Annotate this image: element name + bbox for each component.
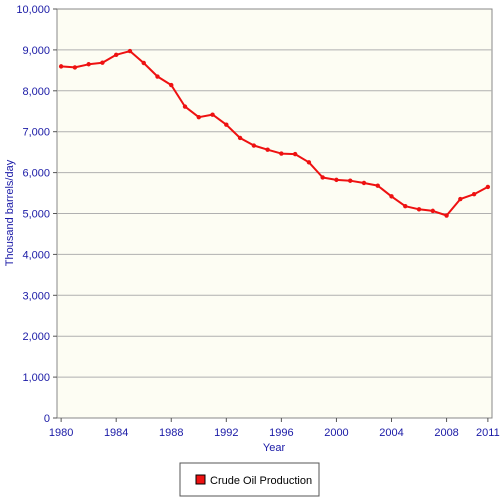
x-tick-label: 1988 — [159, 427, 183, 439]
y-tick-label: 1,000 — [22, 372, 50, 384]
y-tick-label: 8,000 — [22, 86, 50, 98]
data-point[interactable] — [292, 151, 298, 157]
legend-swatch — [195, 474, 206, 485]
data-point[interactable] — [58, 64, 64, 69]
data-point[interactable] — [320, 175, 325, 180]
y-tick-label: 7,000 — [22, 127, 50, 139]
x-axis-title: Year — [263, 442, 286, 454]
y-axis-title: Thousand barrels/day — [4, 159, 16, 266]
data-point[interactable] — [471, 192, 477, 197]
data-point[interactable] — [279, 151, 284, 156]
data-point[interactable] — [251, 143, 257, 148]
x-tick-label: 1984 — [104, 427, 128, 439]
data-point[interactable] — [86, 62, 91, 67]
data-point[interactable] — [444, 213, 449, 218]
data-point[interactable] — [403, 204, 408, 209]
x-tick-label: 1980 — [49, 427, 73, 439]
y-tick-label: 9,000 — [22, 45, 50, 57]
data-point[interactable] — [375, 183, 380, 188]
data-point[interactable] — [169, 82, 174, 88]
data-point[interactable] — [182, 104, 188, 109]
y-tick-label: 5,000 — [22, 209, 50, 221]
legend-label: Crude Oil Production — [210, 475, 312, 487]
x-tick-label: 1992 — [214, 427, 238, 439]
y-tick-label: 0 — [44, 413, 50, 425]
data-point[interactable] — [361, 180, 367, 186]
data-point[interactable] — [210, 112, 215, 117]
data-point[interactable] — [127, 48, 133, 54]
y-tick-label: 3,000 — [22, 290, 50, 302]
data-point[interactable] — [265, 147, 270, 152]
data-point[interactable] — [72, 65, 78, 70]
x-axis: 1980 1984 1988 1992 1996 2000 2004 2008 2011 — [49, 418, 500, 439]
y-tick-label: 4,000 — [22, 249, 50, 261]
data-point[interactable] — [100, 60, 105, 65]
x-tick-label: 2011 — [476, 427, 500, 439]
y-tick-label: 2,000 — [22, 331, 50, 343]
data-point[interactable] — [306, 160, 312, 165]
x-tick-label: 2004 — [379, 427, 403, 439]
y-axis: 0 1,000 2,000 3,000 4,000 5,000 6,000 7,000 8,00… — [16, 4, 57, 425]
data-point[interactable] — [155, 74, 160, 79]
y-tick-label: 6,000 — [22, 168, 50, 180]
data-point[interactable] — [348, 178, 353, 183]
x-tick-label: 2000 — [324, 427, 348, 439]
series-line — [61, 50, 489, 217]
data-point[interactable] — [416, 207, 422, 212]
data-point[interactable] — [196, 114, 201, 120]
x-tick-label: 2008 — [434, 427, 458, 439]
data-point[interactable] — [430, 208, 436, 214]
data-point[interactable] — [237, 135, 243, 141]
data-point[interactable] — [458, 196, 463, 202]
data-point[interactable] — [224, 122, 229, 127]
data-point[interactable] — [334, 177, 339, 183]
x-tick-label: 1996 — [269, 427, 293, 439]
legend[interactable]: Crude Oil Production — [179, 462, 320, 497]
data-point[interactable] — [485, 184, 491, 190]
data-point[interactable] — [389, 194, 394, 199]
y-tick-label: 10,000 — [16, 4, 50, 16]
data-point[interactable] — [113, 52, 119, 58]
data-point[interactable] — [141, 60, 146, 66]
series-layer — [58, 48, 491, 218]
